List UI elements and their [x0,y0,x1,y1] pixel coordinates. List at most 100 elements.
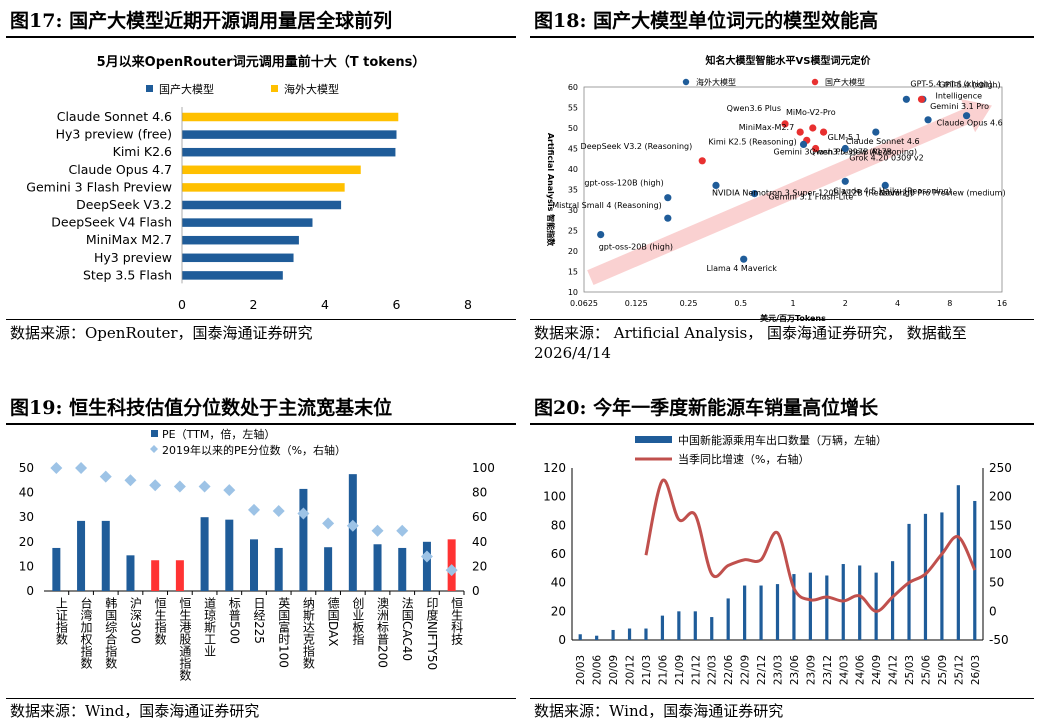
data-point [740,255,748,263]
bar [299,488,308,591]
data-point [781,120,789,128]
bar [151,560,160,591]
category-label: 澳洲标普200 [376,597,390,668]
trend-arrow [587,99,992,286]
point-label: Claude Opus 4.6 [937,119,1003,128]
y-left-tick-label: 100 [543,490,566,504]
y-tick-label: 40 [568,165,578,174]
source-note: 数据来源： Artificial Analysis， 国泰海通证券研究， 数据截… [534,324,967,342]
x-tick-label: 20/09 [608,655,620,685]
category-label: 恒生科技 [450,597,464,645]
panel-fig20: 图20: 今年一季度新能源车销量高位增长 中国新能源乘用车出口数量（万辆，左轴）… [530,395,1034,724]
x-tick-label: 20/12 [625,655,637,685]
category-label: Step 3.5 Flash [83,267,172,282]
x-tick-label: 8 [464,297,472,312]
bar [775,584,780,640]
y-left-tick-label: 50 [19,461,34,475]
y-left-tick-label: 40 [551,576,566,590]
legend-label-growth: 当季同比增速（%，右轴） [678,452,809,466]
point-label: MiMo-V2-Pro [786,108,836,117]
category-label: MiniMax M2.7 [86,232,172,247]
legend-label-overseas: 海外大模型 [284,82,339,96]
category-label: 创业板指 [351,597,365,646]
bar [940,512,944,640]
y-left-tick-label: 120 [543,461,566,475]
category-label: 道琼斯工业 [203,597,217,657]
y-axis-title: Artificial Analysis 智能指数 [546,133,556,247]
figure-title: 图20: 今年一季度新能源车销量高位增长 [530,395,1034,425]
legend-label-domestic: 国产大模型 [159,82,214,96]
y-tick-label: 35 [568,186,578,195]
chart-fig20: 中国新能源乘用车出口数量（万辆，左轴） 当季同比增速（%，右轴） 0 20 40 60 80… [543,433,1012,685]
data-point [750,190,759,198]
chart-fig19: PE（TTM，倍，左轴） 2019年以来的PE分位数（%，右轴） 0 10 20 30 40… [19,427,495,682]
legend-label-percentile: 2019年以来的PE分位数（%，右轴） [162,443,346,457]
y-right-tick-label: 20 [472,559,487,573]
x-tick-label: 1 [790,299,795,308]
y-right-tick-label: 50 [989,576,1004,590]
x-tick-label: 6 [393,297,401,312]
source-note: 数据来源：Wind，国泰海通证券研究 [10,702,260,720]
data-point [841,144,849,153]
y-tick-label: 10 [568,288,578,297]
x-tick-label: 4 [321,297,329,312]
bar [348,474,357,591]
data-point [812,144,820,153]
chart-title: 知名大模型智能水平VS模型词元定价 [705,54,872,67]
category-label: Kimi K2.6 [113,144,172,159]
bar [422,541,431,591]
y-right-tick-label: 80 [472,486,487,500]
source-note: 数据来源：OpenRouter，国泰海通证券研究 [10,324,313,342]
point-label: GPT-5.4 (xhigh) [939,80,1001,89]
y-left-tick-label: 60 [551,547,566,561]
x-tick-label: 25/03 [904,655,916,685]
category-label: 恒生指数 [153,597,167,646]
legend-label-overseas: 海外大模型 [696,77,736,87]
data-point [796,128,804,136]
point-label: Gemini 3.1 Pro [930,102,989,111]
percentile-marker [173,480,186,493]
y-left-tick-label: 20 [19,535,34,549]
category-label: Claude Sonnet 4.6 [57,109,172,124]
divider [6,698,516,699]
category-label: Gemini 3 Flash Preview [26,179,172,194]
legend-swatch-pe [151,430,158,437]
x-tick-label: 23/12 [822,655,834,685]
point-label: gpt-oss-120B (high) [584,179,663,188]
panel-fig17: 图17: 国产大模型近期开源调用量居全球前列 5月以来OpenRouter词元调… [6,8,516,348]
divider [530,698,1034,699]
data-point [924,116,932,124]
bar [77,520,86,591]
point-label: Claude 4.5 Haiku (Reasoning) [833,186,952,195]
y-tick-label: 45 [568,145,578,154]
percentile-marker [396,524,409,537]
y-right-tick-label: 200 [989,490,1012,504]
x-tick-label: 4 [895,299,900,308]
bar [182,253,294,263]
bar [595,635,599,640]
bar [677,611,681,640]
bar [274,547,283,591]
bar [324,547,333,591]
x-tick-label: 0.25 [680,299,698,308]
y-tick-label: 20 [568,247,578,256]
data-point [712,181,720,189]
x-tick-label: 26/03 [970,655,982,685]
percentile-marker [346,519,359,532]
x-tick-label: 22/09 [740,655,752,685]
percentile-marker [420,550,433,563]
point-label: Grok 4.20 0309 v2 [849,154,923,163]
percentile-marker [445,564,458,577]
point-label: GLM-5.1 [828,133,861,142]
bar [182,183,345,192]
percentile-marker [50,462,63,474]
y-right-tick-label: 250 [989,461,1012,475]
category-label: Claude Opus 4.7 [69,162,172,177]
bar [373,544,382,591]
point-label: MiniMax-M2.7 [739,123,794,132]
bar [808,572,812,640]
chart-title: 5月以来OpenRouter词元调用量前十大（T tokens） [97,54,426,70]
legend-swatch-exports [635,436,672,443]
bar [792,574,796,640]
x-tick-label: 0.5 [734,299,747,308]
